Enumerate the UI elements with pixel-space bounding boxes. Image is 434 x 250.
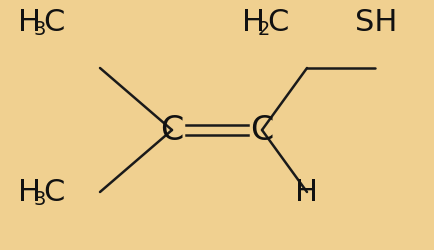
Text: C: C	[267, 8, 288, 37]
Text: 3: 3	[34, 20, 46, 39]
Text: H: H	[18, 8, 41, 37]
Text: SH: SH	[355, 8, 398, 37]
Text: C: C	[161, 114, 184, 146]
Text: H: H	[295, 178, 318, 207]
Text: H: H	[242, 8, 265, 37]
Text: C: C	[43, 8, 64, 37]
Text: H: H	[18, 178, 41, 207]
Text: 3: 3	[34, 190, 46, 209]
Text: C: C	[250, 114, 273, 146]
Text: 2: 2	[258, 20, 270, 39]
Text: C: C	[43, 178, 64, 207]
